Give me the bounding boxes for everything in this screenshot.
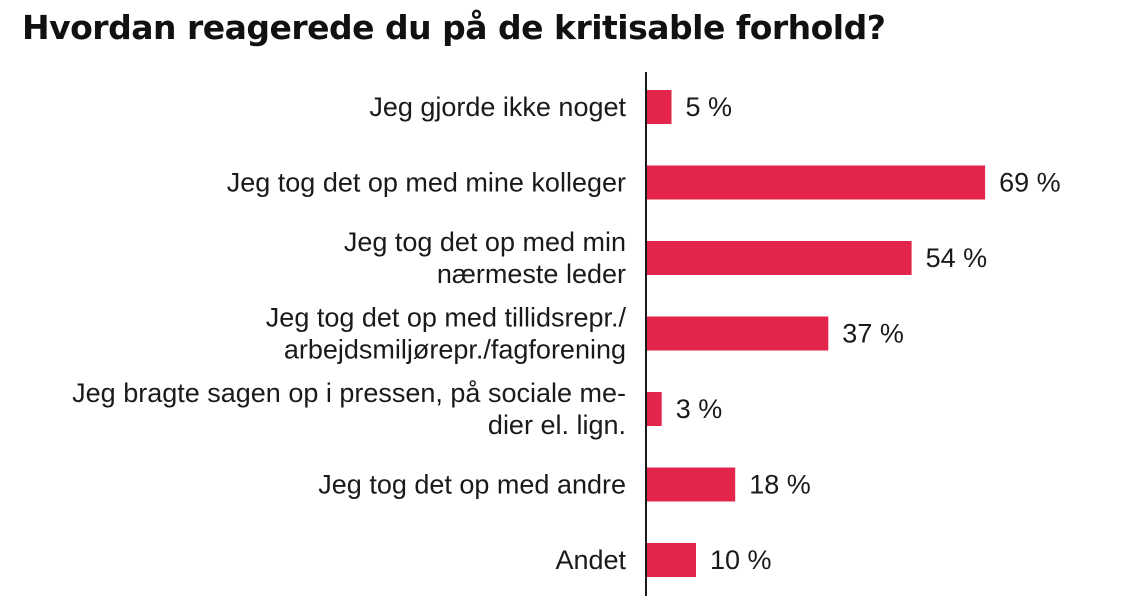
value-label-5: 18 % — [749, 470, 811, 500]
bar-2 — [647, 241, 912, 275]
category-label-6: Andet — [555, 545, 626, 575]
category-label-2-line-0: Jeg tog det op med min — [344, 227, 626, 257]
category-label-4-line-0: Jeg bragte sagen op i pressen, på social… — [72, 378, 626, 408]
chart-title: Hvordan reagerede du på de kritisable fo… — [22, 8, 886, 47]
category-label-1: Jeg tog det op med mine kolleger — [227, 168, 626, 198]
category-label-5: Jeg tog det op med andre — [318, 470, 626, 500]
category-label-3-line-1: arbejdsmiljørepr./fagforening — [284, 335, 626, 365]
value-label-3: 37 % — [842, 319, 904, 349]
value-label-2: 54 % — [926, 243, 988, 273]
value-label-0: 5 % — [686, 92, 733, 122]
category-label-0: Jeg gjorde ikke noget — [369, 92, 626, 122]
bar-5 — [647, 467, 736, 502]
bar-1 — [647, 165, 986, 200]
bar-3 — [647, 316, 829, 351]
bar-0 — [647, 90, 672, 124]
category-label-2-line-1: nærmeste leder — [437, 259, 626, 289]
bar-6 — [647, 543, 696, 577]
value-label-6: 10 % — [710, 545, 772, 575]
category-label-4-line-1: dier el. lign. — [488, 410, 626, 440]
value-label-1: 69 % — [999, 168, 1061, 198]
bar-4 — [647, 392, 662, 426]
category-label-3-line-0: Jeg tog det op med tillidsrepr./ — [266, 303, 627, 333]
bars-group: 5 % Jeg gjorde ikke noget 69 % Jeg tog det … — [72, 90, 1061, 577]
value-label-4: 3 % — [676, 394, 723, 424]
